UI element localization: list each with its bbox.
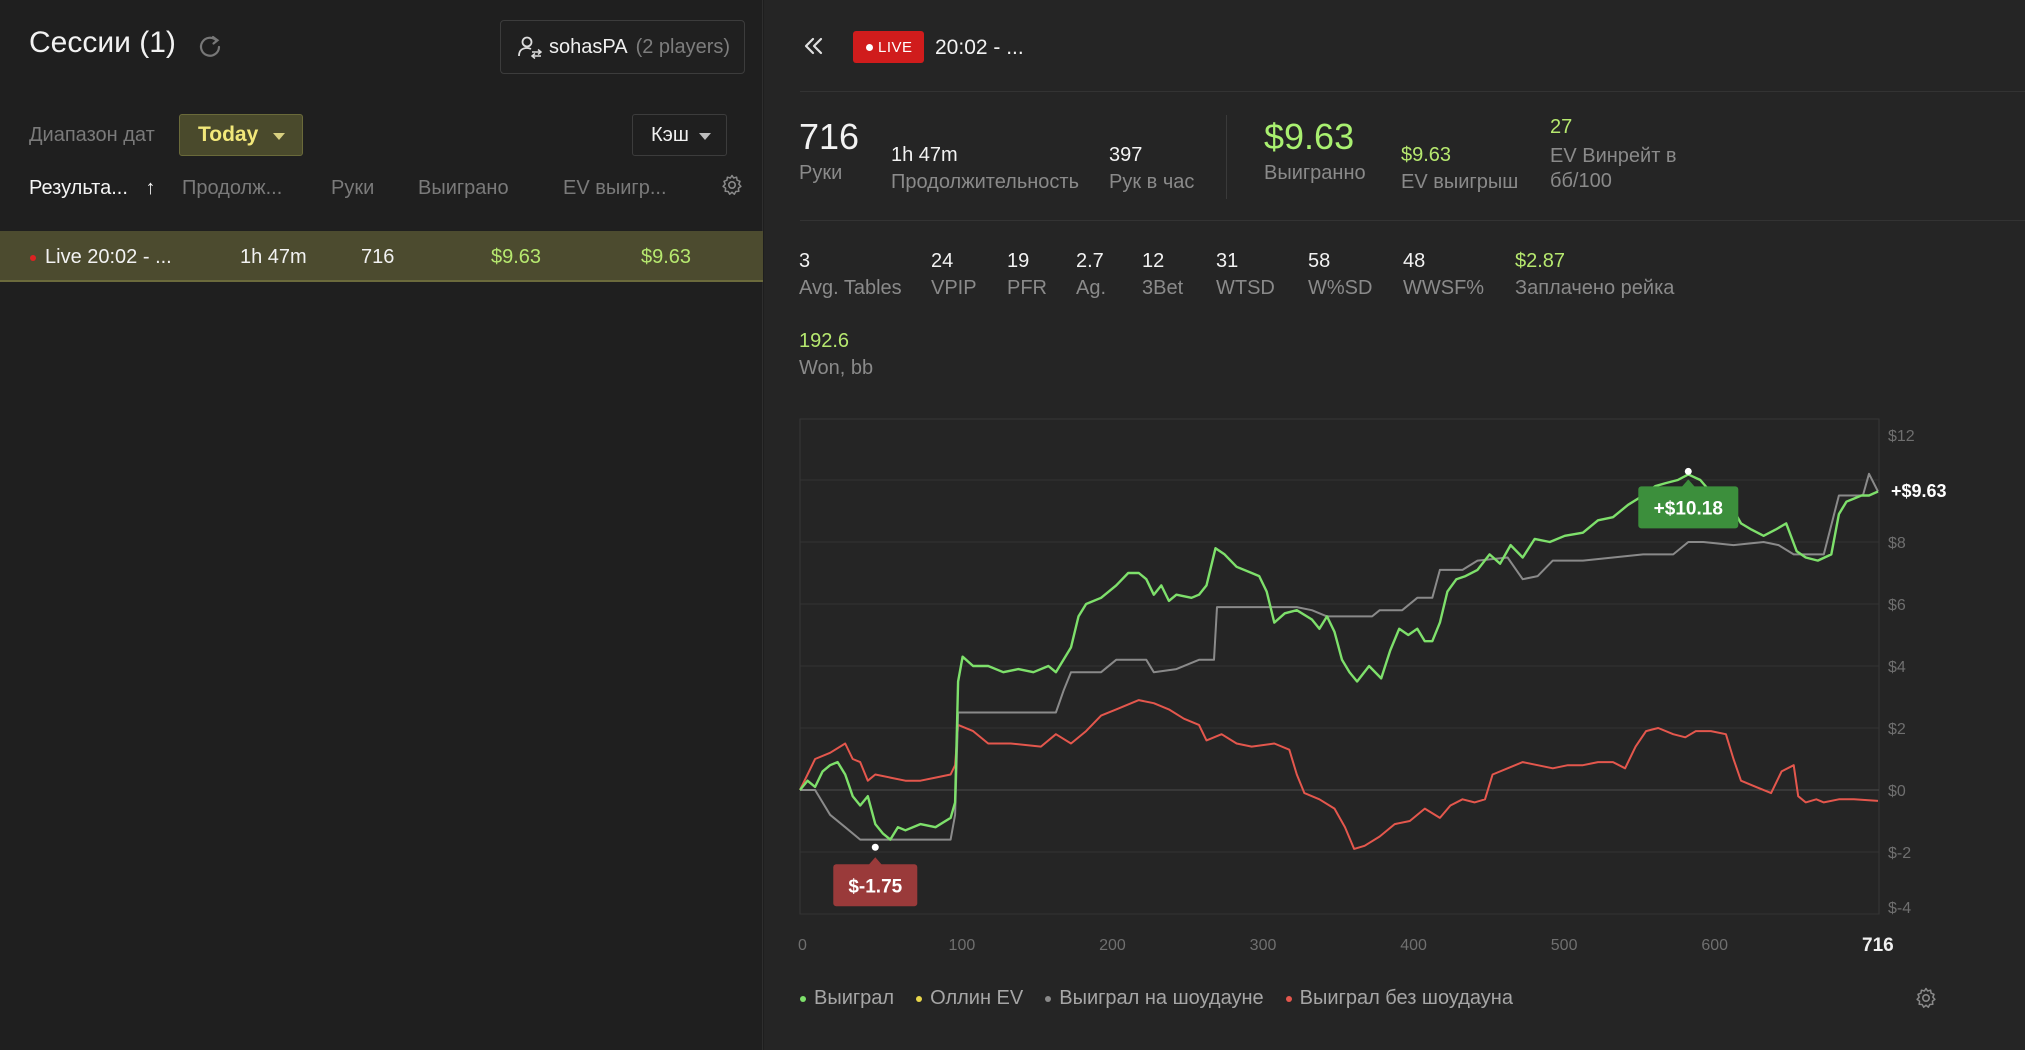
player-count: (2 players) <box>635 35 731 58</box>
max-callout <box>1638 486 1739 529</box>
column-header-won[interactable]: Выиграно <box>418 177 509 199</box>
session-title: 20:02 - ... <box>935 36 1024 59</box>
x-tick-label: 0 <box>798 937 807 954</box>
max-callout-label: +$10.18 <box>1654 498 1723 519</box>
y-tick-label: $2 <box>1888 721 1906 738</box>
stat-vpip: 24 VPIP <box>931 250 977 299</box>
live-badge: LIVE <box>853 31 924 63</box>
min-point-marker <box>871 843 879 851</box>
x-tick-label: 200 <box>1099 937 1126 954</box>
stat-ev-won: $9.63 EV выигрыш <box>1401 144 1519 193</box>
x-tick-label: 600 <box>1701 937 1728 954</box>
x-tick-label: 500 <box>1551 937 1578 954</box>
row-ev-won: $9.63 <box>641 246 692 268</box>
stat-won-bb: 192.6 Won, bb <box>799 330 874 379</box>
series-line-2 <box>800 472 1879 841</box>
stat-wsd: 58 W%SD <box>1308 250 1373 299</box>
column-header-duration[interactable]: Продолж... <box>182 177 283 199</box>
sessions-title: Сессии (1) <box>29 26 176 59</box>
column-header-ev-won[interactable]: EV выигр... <box>563 177 667 199</box>
gear-icon[interactable] <box>720 173 744 197</box>
y-tick-label: $4 <box>1888 659 1906 676</box>
legend-item-won-no-showdown[interactable]: Выиграл без шоудауна <box>1285 987 1513 1010</box>
stat-pfr: 19 PFR <box>1007 250 1047 299</box>
divider <box>1226 115 1227 199</box>
legend-item-allin-ev[interactable]: Оллин EV <box>916 987 1023 1010</box>
user-switch-icon <box>518 36 543 60</box>
column-header-result[interactable]: Результа... ↑ <box>29 177 156 199</box>
y-tick-label: $8 <box>1888 535 1906 552</box>
player-selector-button[interactable]: sohasPA (2 players) <box>500 20 745 74</box>
stat-3bet: 12 3Bet <box>1142 250 1184 299</box>
live-dot-icon <box>866 44 873 51</box>
game-type-value: Кэш <box>651 123 689 146</box>
legend-dot <box>916 995 923 1002</box>
chevron-down-icon <box>699 133 711 140</box>
y-tick-label: $-4 <box>1888 900 1911 917</box>
row-hands: 716 <box>361 246 395 268</box>
double-chevron-left-icon[interactable] <box>801 34 827 58</box>
stat-won: $9.63 Выигранно <box>1264 116 1366 184</box>
divider <box>800 91 2025 92</box>
x-tick-label: 400 <box>1400 937 1427 954</box>
table-row[interactable]: Live 20:02 - ... 1h 47m 716 $9.63 $9.63 <box>0 231 763 282</box>
chart-legend: Выиграл Оллин EV Выиграл на шоудауне Выи… <box>800 987 1535 1010</box>
series-line-3 <box>799 699 1879 850</box>
stat-avg-tables: 3 Avg. Tables <box>799 250 902 299</box>
column-header-hands[interactable]: Руки <box>331 177 375 199</box>
legend-item-won-showdown[interactable]: Выиграл на шоудауне <box>1045 987 1264 1010</box>
series-line-0 <box>799 473 1879 841</box>
chart-settings-gear-icon[interactable] <box>1914 986 1938 1010</box>
x-tick-label: 300 <box>1250 937 1277 954</box>
legend-dot <box>1285 995 1292 1002</box>
end-value-label: +$9.63 <box>1891 481 1947 501</box>
row-duration: 1h 47m <box>240 246 307 268</box>
row-won: $9.63 <box>491 246 542 268</box>
stat-aggression: 2.7 Ag. <box>1076 250 1107 299</box>
stat-hands-per-hour: 397 Рук в час <box>1109 144 1195 193</box>
y-tick-label: $-2 <box>1888 845 1911 862</box>
max-point-marker <box>1684 467 1692 475</box>
max-callout-pointer <box>1681 479 1696 488</box>
date-range-dropdown[interactable]: Today <box>179 114 303 156</box>
stat-wwsf: 48 WWSF% <box>1403 250 1485 299</box>
game-type-dropdown[interactable]: Кэш <box>632 114 727 156</box>
chevron-down-icon <box>273 133 285 140</box>
sessions-panel: Сессии (1) sohasPA (2 players) Диапазон … <box>0 0 763 1050</box>
row-session-name: Live 20:02 - ... <box>45 246 172 268</box>
divider <box>800 220 2025 221</box>
x-tick-label: 100 <box>949 937 976 954</box>
profit-chart[interactable]: $12 $8 $6 $4 $2 $0 $-2 $-4 0 100 200 300 400 500 600 71… <box>764 0 2025 1050</box>
date-range-label: Диапазон дат <box>29 124 155 146</box>
legend-dot <box>800 995 806 1002</box>
player-name: sohasPA <box>549 35 628 58</box>
min-callout-pointer <box>868 857 883 866</box>
stat-hands: 716 Руки <box>799 116 860 184</box>
refresh-icon[interactable] <box>196 33 224 61</box>
min-callout <box>833 864 918 907</box>
live-indicator-dot <box>30 255 36 261</box>
legend-item-won[interactable]: Выиграл <box>800 987 894 1010</box>
sort-arrow-icon: ↑ <box>145 177 156 199</box>
x-end-label: 716 <box>1862 935 1894 956</box>
y-tick-label: $6 <box>1888 597 1906 614</box>
session-detail-panel: LIVE 20:02 - ... 716 Руки 1h 47m Продолж… <box>764 0 2025 1050</box>
min-callout-label: $-1.75 <box>848 876 902 897</box>
stat-rake-paid: $2.87 Заплачено рейка <box>1515 250 1675 299</box>
stat-ev-winrate: 27 EV Винрейт в бб/100 <box>1550 116 1677 192</box>
date-range-value: Today <box>198 123 259 146</box>
stat-wtsd: 31 WTSD <box>1216 250 1275 299</box>
legend-dot <box>1045 995 1052 1002</box>
stat-duration: 1h 47m Продолжительность <box>891 144 1079 193</box>
y-tick-label: $12 <box>1888 428 1915 445</box>
y-tick-label: $0 <box>1888 783 1906 800</box>
